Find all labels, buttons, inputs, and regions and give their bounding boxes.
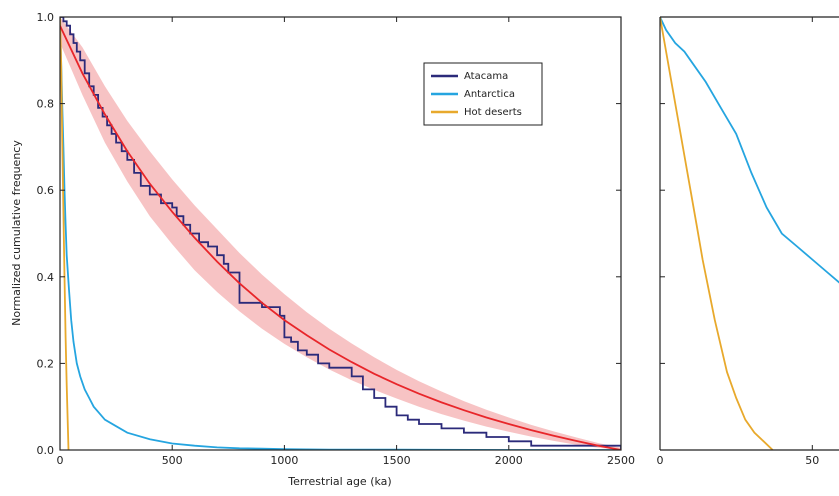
- x-tick-label: 2000: [495, 454, 523, 467]
- x-tick-label: 1500: [383, 454, 411, 467]
- right-chart-panel: 0 50: [657, 17, 839, 467]
- x-tick-label: 0: [57, 454, 64, 467]
- y-axis-label: Normalized cumulative frequency: [10, 140, 23, 326]
- right-x-tick-label: 50: [805, 454, 819, 467]
- legend-label-hot-deserts: Hot deserts: [464, 107, 522, 118]
- left-chart-panel: 0 500 1000 1500 2000 2500 0.0 0.2 0.4 0.6 0.8 1.0 T…: [10, 11, 635, 488]
- right-x-tick-label: 0: [657, 454, 664, 467]
- right-plot-background: [660, 17, 839, 450]
- y-tick-label: 0.4: [37, 271, 55, 284]
- y-tick-label: 0.0: [37, 444, 55, 457]
- y-tick-label: 1.0: [37, 11, 55, 24]
- y-tick-label: 0.8: [37, 98, 55, 111]
- y-tick-label: 0.6: [37, 184, 55, 197]
- x-axis-label: Terrestrial age (ka): [287, 475, 391, 488]
- legend: Atacama Antarctica Hot deserts: [424, 63, 542, 125]
- legend-label-antarctica: Antarctica: [464, 89, 515, 100]
- y-tick-label: 0.2: [37, 357, 55, 370]
- x-tick-label: 2500: [607, 454, 635, 467]
- x-tick-label: 500: [162, 454, 183, 467]
- x-tick-label: 1000: [270, 454, 298, 467]
- legend-label-atacama: Atacama: [464, 71, 508, 82]
